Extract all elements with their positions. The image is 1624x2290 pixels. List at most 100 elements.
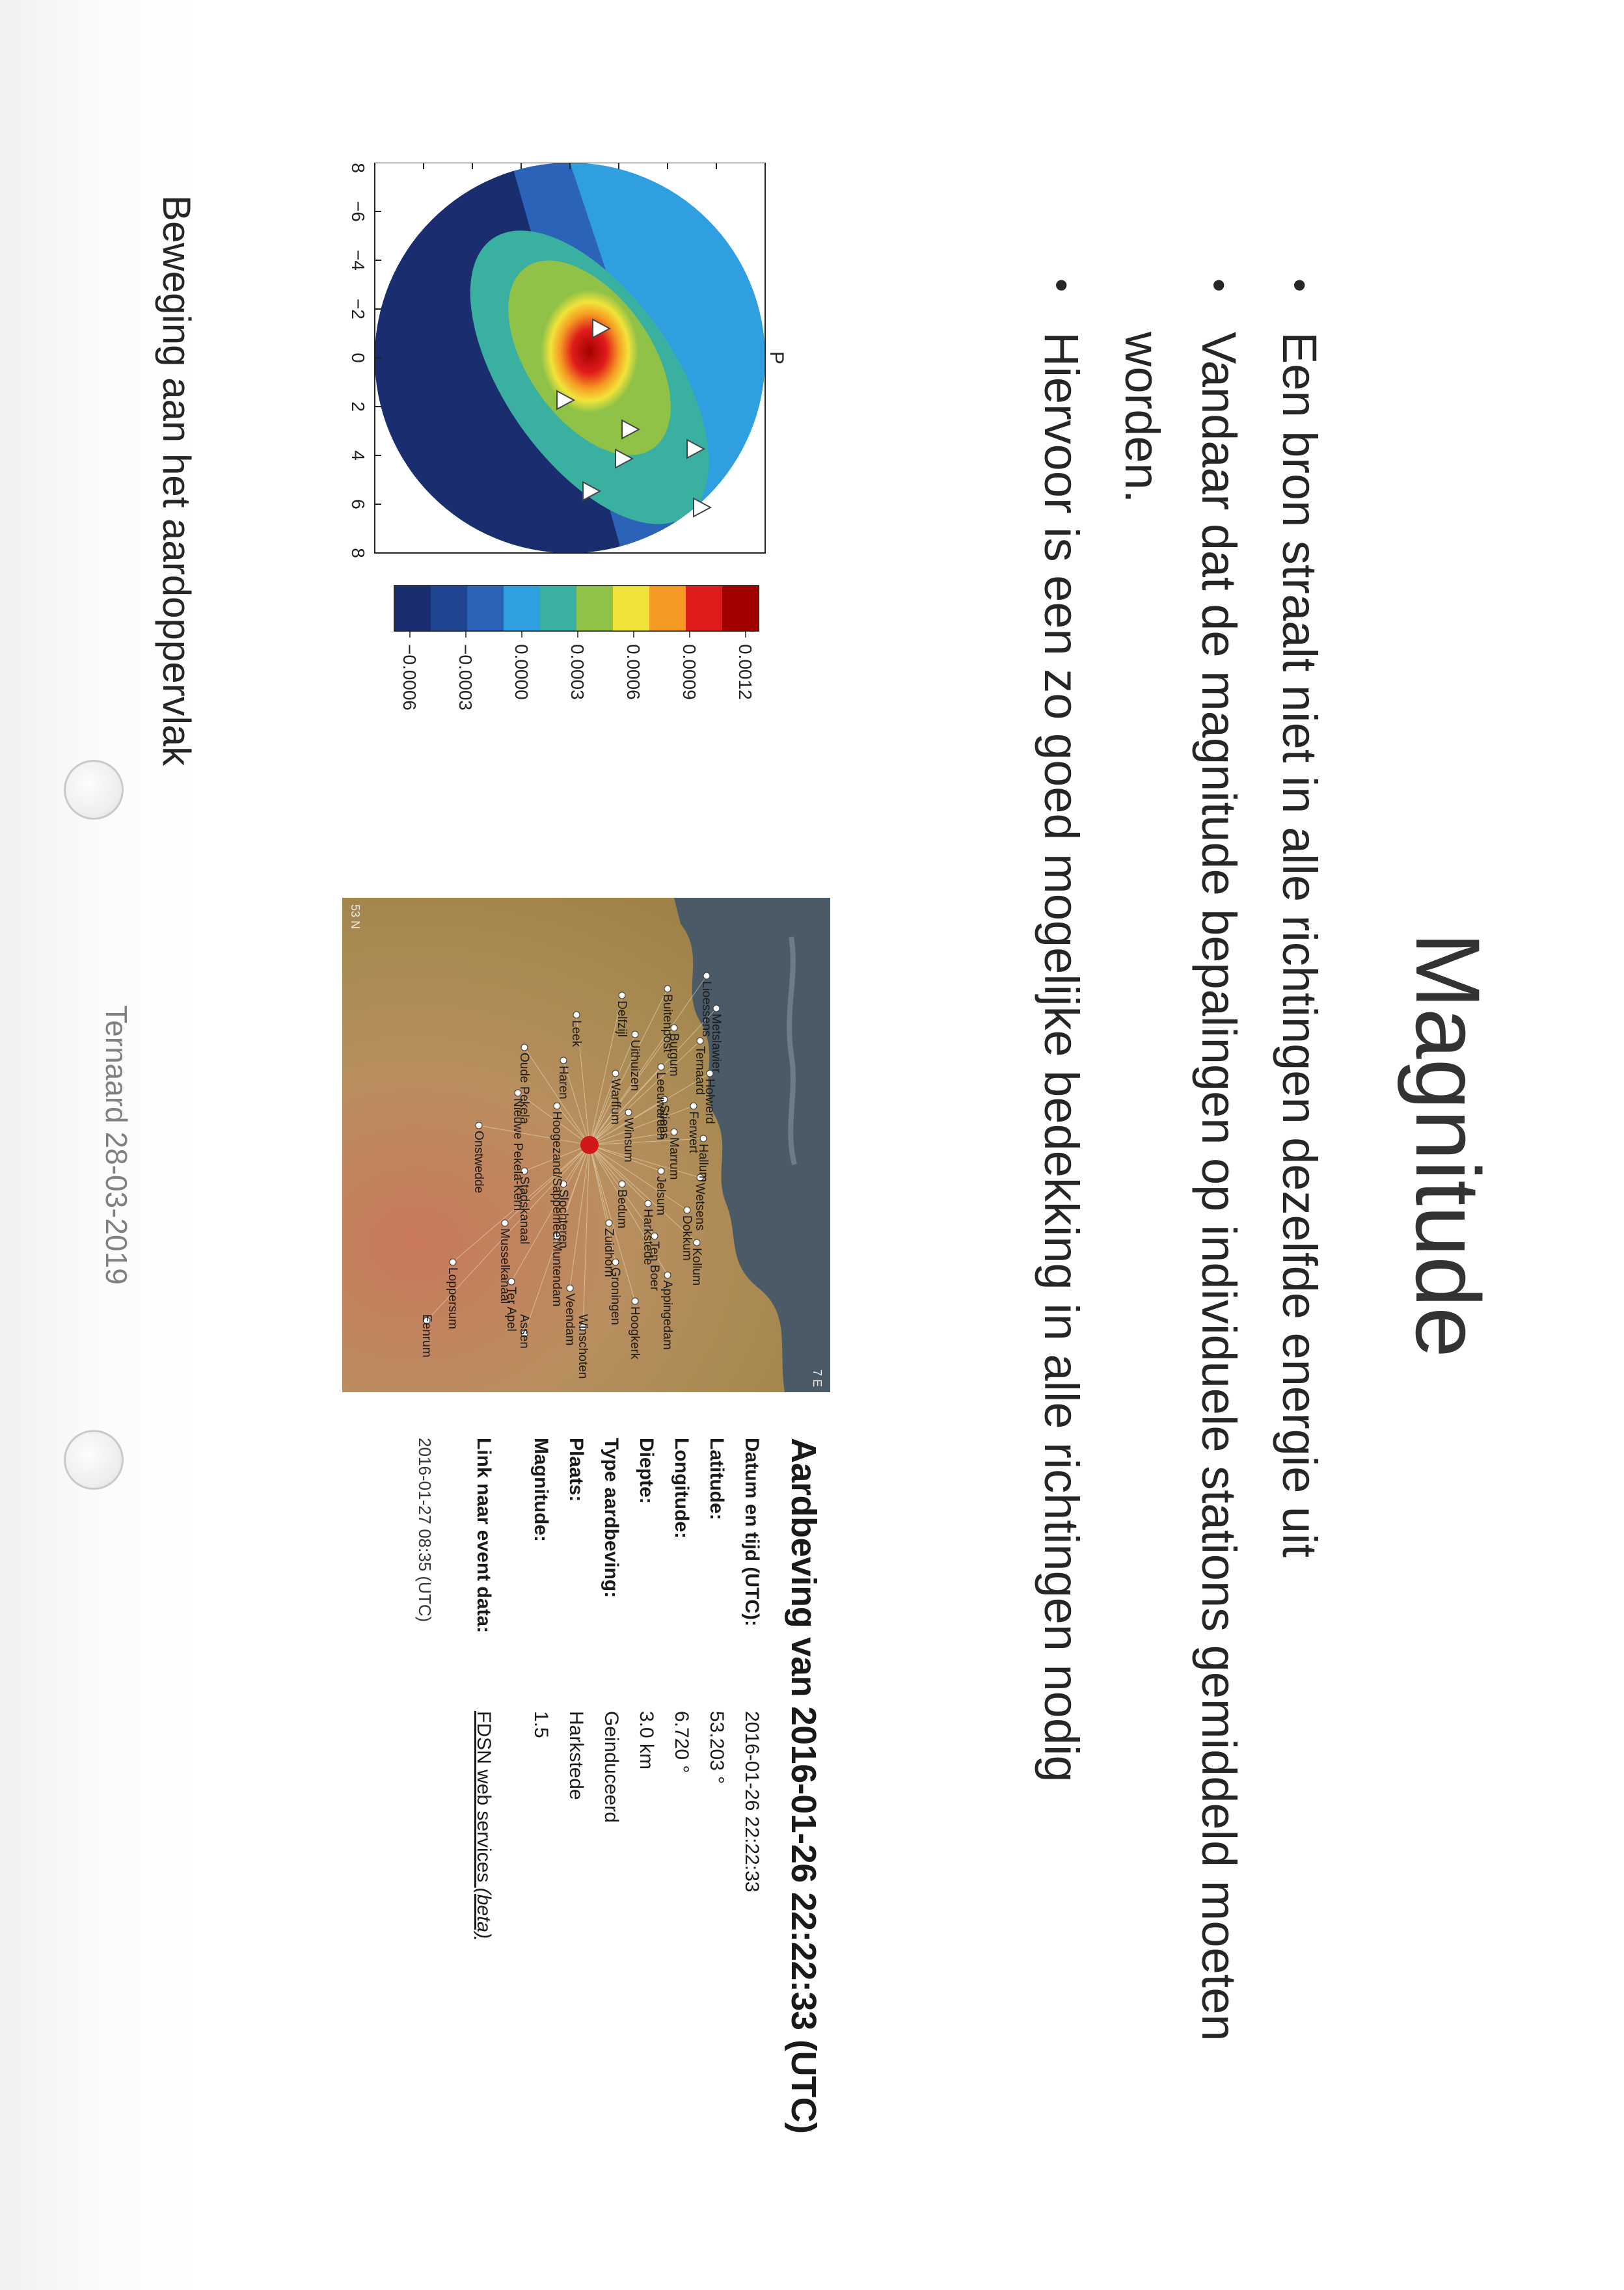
- map-place-label: Haren: [556, 1066, 570, 1099]
- punch-hole-bottom: [64, 1430, 124, 1490]
- map-place-label: Leek: [569, 1020, 583, 1047]
- bullet-text: Vandaar dat de magnitude bepalingen op i…: [1115, 332, 1246, 2041]
- event-row: Longitude: 6.720 °: [664, 1438, 699, 2186]
- seismic-station-dot: [651, 1232, 658, 1240]
- map-place-label: Burgum: [667, 1033, 681, 1077]
- seismic-station-dot: [508, 1278, 515, 1286]
- colorbar-band: [613, 586, 649, 631]
- station-map: Lioessens Metslawier Ternaard Holwerd Ferwer…: [342, 898, 830, 1392]
- seismic-station-dot: [475, 1122, 483, 1129]
- colorbar-band: [467, 586, 504, 631]
- map-place-label: Bedum: [615, 1189, 629, 1229]
- seismic-station-dot: [618, 991, 626, 999]
- event-row: Latitude: 53.203 °: [699, 1438, 734, 2186]
- event-details: Aardbeving van 2016-01-26 22:22:33 (UTC)…: [414, 1438, 824, 2186]
- x-tick-label: −6: [348, 201, 368, 222]
- event-value: 6.720 °: [671, 1711, 692, 1773]
- epicenter-marker: [580, 1136, 599, 1154]
- map-place-label: Metslawier: [709, 1014, 723, 1073]
- seismic-station-dot: [706, 1070, 714, 1077]
- colorbar-tick-labels: 0.0012 0.0009 0.0006 0.0003 0.0000 −0.0003 −0.…: [399, 631, 755, 710]
- map-place-label: Hallum: [696, 1144, 710, 1183]
- seismic-station-dot: [553, 1232, 561, 1240]
- map-coord-east: 7 E: [811, 1369, 824, 1388]
- seismic-station-dot: [696, 1174, 704, 1181]
- colorbar-band: [686, 586, 722, 631]
- station-triangle-icon: [615, 448, 634, 469]
- station-triangle-icon: [621, 419, 641, 440]
- map-place-label: Ter Apel: [504, 1287, 518, 1332]
- event-link-key: Link naar event data:: [473, 1438, 494, 1634]
- colorbar-band: [576, 586, 613, 631]
- map-place-label: Loppersum: [446, 1267, 459, 1330]
- map-place-label: Slochteren: [556, 1189, 570, 1248]
- map-place-label: Onstwedde: [472, 1131, 485, 1194]
- map-place-label: Muntendam: [550, 1241, 563, 1307]
- colorbar-band: [540, 586, 576, 631]
- seismic-station-dot: [693, 1239, 701, 1246]
- panel-label: P: [766, 351, 785, 364]
- map-place-label: Wetsens: [693, 1183, 707, 1231]
- seismic-station-dot: [664, 1271, 671, 1279]
- seismic-station-dot: [612, 1070, 619, 1077]
- colorbar: [394, 585, 759, 632]
- event-row: Magnitude: 1.5: [523, 1438, 558, 2186]
- bullet-list: • Een bron straalt niet in alle richting…: [1023, 273, 1338, 2212]
- map-coord-north: 53 N: [349, 904, 362, 930]
- punch-hole-top: [64, 760, 124, 820]
- x-tick-label: 4: [348, 450, 368, 461]
- link-beta: (beta): [473, 1887, 494, 1939]
- event-row: Diepte: 3.0 km: [629, 1438, 664, 2186]
- seismic-station-dot: [631, 1297, 639, 1305]
- bullet-item: • Een bron straalt niet in alle richting…: [1261, 273, 1338, 2212]
- map-place-label: Kollum: [690, 1248, 703, 1286]
- seismic-station-dot: [657, 1063, 665, 1071]
- event-key: Plaats:: [565, 1438, 587, 1502]
- seismic-station-dot: [696, 1037, 704, 1045]
- colorbar-band: [504, 586, 540, 631]
- colorbar-tick-label: 0.0012: [735, 644, 755, 700]
- event-key: Type aardbeving:: [601, 1438, 622, 1598]
- figure-caption: Beweging aan het aardoppervlak: [155, 195, 198, 766]
- colorbar-tick-label: 0.0003: [567, 644, 588, 700]
- colorbar-band: [649, 586, 686, 631]
- seismic-station-dot: [566, 1284, 574, 1292]
- station-triangle-icon: [556, 390, 576, 411]
- event-key: Magnitude:: [530, 1438, 552, 1542]
- seismic-station-dot: [560, 1057, 567, 1064]
- link-text: FDSN web services: [473, 1711, 494, 1883]
- map-place-label: Stiens: [657, 1105, 671, 1139]
- map-place-label: Winsum: [621, 1118, 635, 1163]
- event-link-row: Link naar event data: FDSN web services …: [466, 1438, 501, 2186]
- colorbar-tick-label: 0.0006: [623, 644, 643, 700]
- station-triangle-icon: [686, 438, 706, 459]
- seismic-station-dot: [560, 1180, 567, 1188]
- map-place-label: Eenrum: [420, 1314, 433, 1358]
- event-value: 3.0 km: [636, 1711, 657, 1770]
- seismic-station-dot: [423, 1317, 431, 1325]
- bullet-dot: •: [1278, 278, 1321, 293]
- map-place-label: Hoogkerk: [628, 1306, 642, 1360]
- map-place-label: Groningen: [608, 1267, 622, 1325]
- x-tick-label: 2: [348, 401, 368, 412]
- map-place-label: Ten Boer: [647, 1241, 661, 1291]
- event-key: Latitude:: [706, 1438, 727, 1520]
- colorbar-frame: [394, 585, 759, 632]
- colorbar-tick-label: −0.0006: [399, 644, 420, 710]
- event-value: Geinduceerd: [601, 1711, 622, 1823]
- seismic-station-dot: [618, 1180, 626, 1188]
- event-row: Type aardbeving: Geinduceerd: [593, 1438, 629, 2186]
- fdsn-web-services-link[interactable]: FDSN web services (beta): [466, 1711, 501, 2186]
- seismic-station-dot: [699, 1135, 707, 1142]
- map-place-label: Veendam: [563, 1293, 576, 1346]
- event-value: 53.203 °: [706, 1711, 727, 1785]
- bullet-text: Hiervoor is een zo goed mogelijke bedekk…: [1035, 332, 1089, 1783]
- seismic-station-dot: [712, 1004, 720, 1012]
- map-sea: [423, 898, 830, 1392]
- map-place-label: Winschoten: [576, 1314, 589, 1379]
- x-tick-labels: −8 −6 −4 −2 0 2 4 6 8: [348, 152, 381, 558]
- station-markers: [556, 318, 712, 518]
- seismic-station-dot: [683, 1206, 691, 1214]
